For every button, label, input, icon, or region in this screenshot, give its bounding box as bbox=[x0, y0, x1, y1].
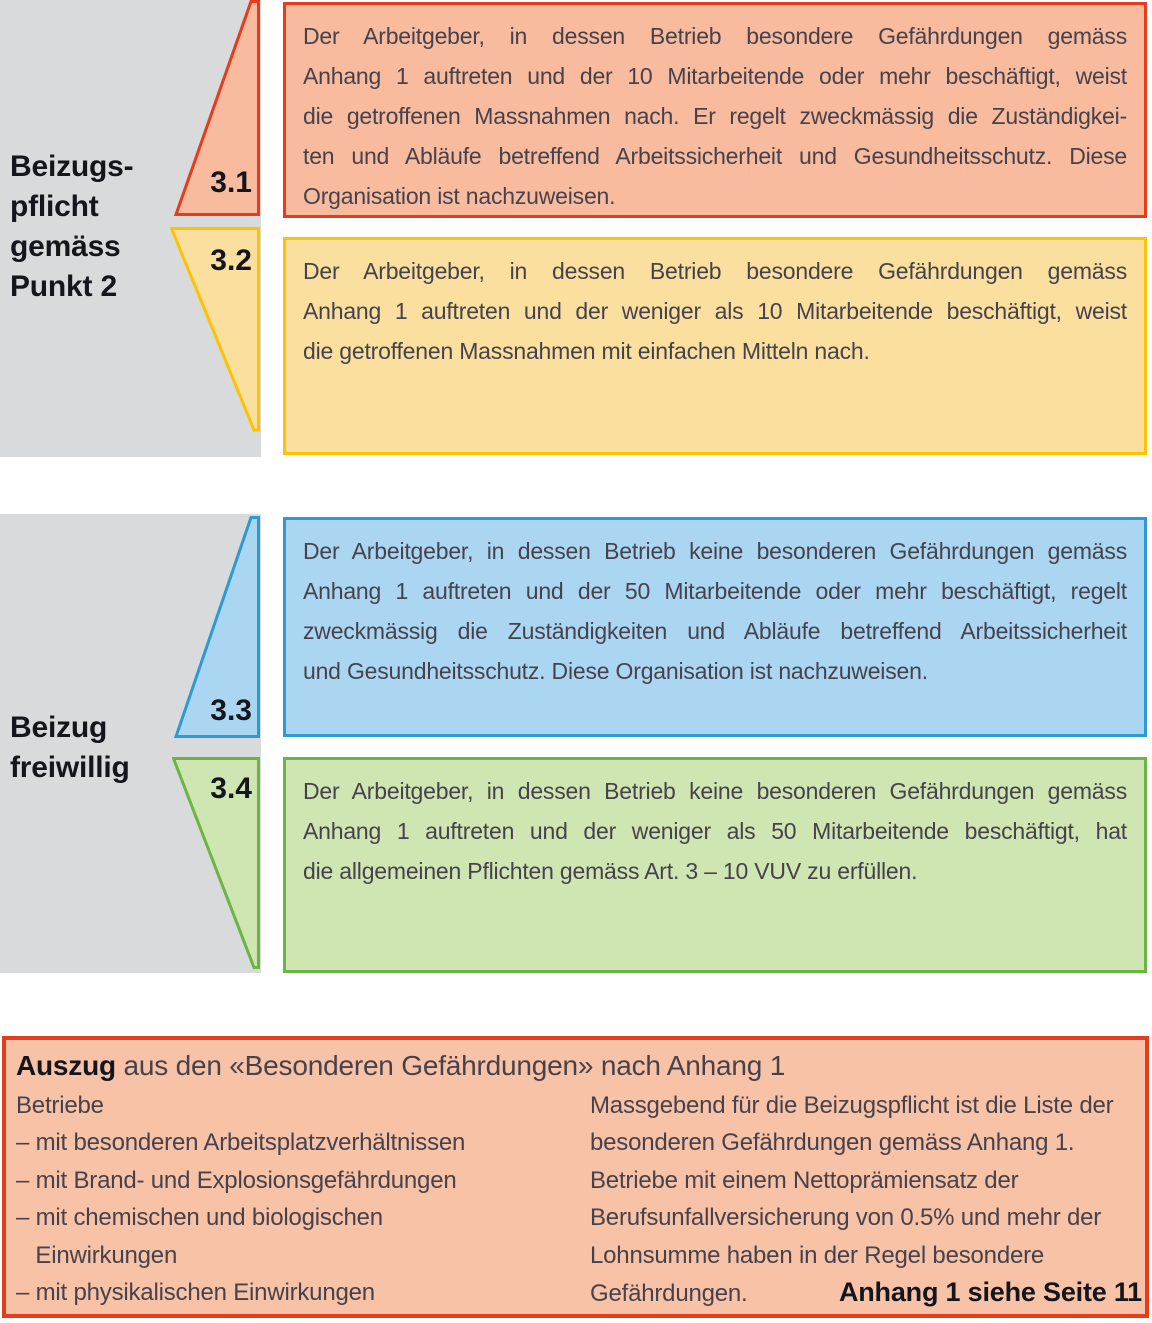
section-box-3-1: Der Arbeitgeber, in dessen Betrieb beson… bbox=[283, 2, 1147, 218]
section-box-3-4: Der Arbeitgeber, in dessen Betrieb keine… bbox=[283, 757, 1147, 973]
section-box-3-3: Der Arbeitgeber, in dessen Betrieb keine… bbox=[283, 517, 1147, 737]
section-box-3-2: Der Arbeitgeber, in dessen Betrieb beson… bbox=[283, 237, 1147, 455]
footer-last-line: Gefährdungen. Anhang 1 siehe Seite 11 bbox=[590, 1274, 1142, 1312]
footer-box: Auszug aus den «Besonderen Gefährdungen»… bbox=[2, 1036, 1149, 1318]
section-text-3-1: Der Arbeitgeber, in dessen Betrieb beson… bbox=[303, 23, 1127, 209]
footer-right-column: Massgebend für die Beizugspflicht ist di… bbox=[590, 1092, 1114, 1269]
section-number-3-4: 3.4 bbox=[210, 772, 252, 805]
triangle-3-4-shape bbox=[172, 757, 260, 969]
section-number-3-3: 3.3 bbox=[210, 694, 252, 727]
left-panel-bottom bbox=[0, 514, 261, 973]
triangle-3-1-shape bbox=[173, 0, 260, 216]
footer-title: Auszug aus den «Besonderen Gefährdungen»… bbox=[16, 1048, 785, 1084]
section-text-3-3: Der Arbeitgeber, in dessen Betrieb keine… bbox=[303, 538, 1127, 684]
section-number-3-2: 3.2 bbox=[210, 244, 252, 277]
triangle-3-2-shape bbox=[170, 227, 260, 432]
section-number-3-1: 3.1 bbox=[210, 166, 252, 199]
footer-left-column: Betriebe – mit besonderen Arbeitsplatzver… bbox=[16, 1092, 466, 1307]
footer-last-word: Gefährdungen. bbox=[590, 1280, 748, 1307]
section-text-3-2: Der Arbeitgeber, in dessen Betrieb beson… bbox=[303, 258, 1127, 364]
anhang-reference: Anhang 1 siehe Seite 11 bbox=[838, 1277, 1142, 1307]
footer-title-bold: Auszug bbox=[16, 1050, 116, 1081]
label-beizugspflicht: Beizugs-pflicht gemäss Punkt 2 bbox=[10, 150, 134, 303]
footer-title-rest: aus den «Besonderen Gefährdungen» nach A… bbox=[115, 1050, 786, 1081]
triangle-3-3-shape bbox=[173, 516, 260, 738]
section-text-3-4: Der Arbeitgeber, in dessen Betrieb keine… bbox=[303, 778, 1127, 884]
label-beizug-freiwillig: Beizug freiwillig bbox=[10, 711, 130, 784]
